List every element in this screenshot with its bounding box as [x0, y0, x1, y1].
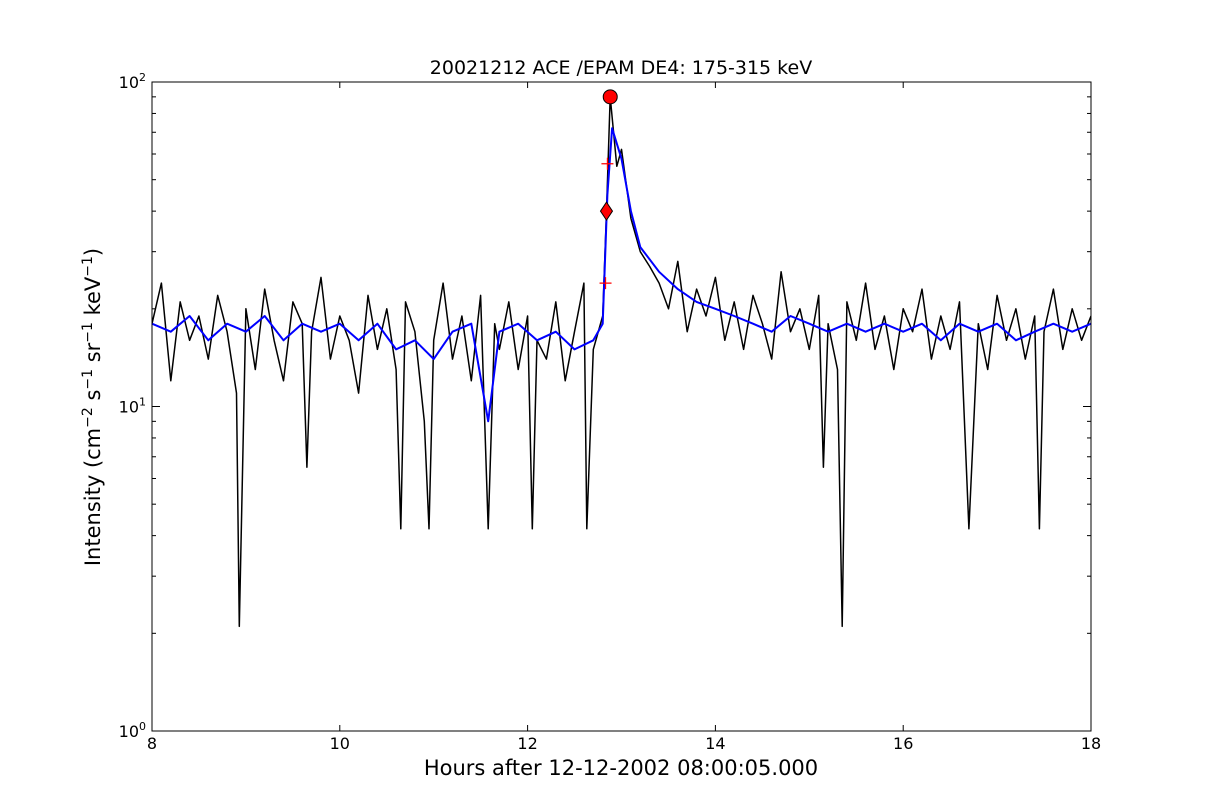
x-tick-label: 12: [517, 734, 537, 753]
y-axis-label: Intensity (cm−2 s−1 sr−1 keV−1): [80, 248, 105, 566]
y-axis: 100 101 102: [119, 71, 1091, 741]
x-tick-label: 14: [705, 734, 725, 753]
onset-marker-diamond: [599, 201, 614, 222]
x-tick-label: 8: [147, 734, 157, 753]
chart-title: 20021212 ACE /EPAM DE4: 175-315 keV: [430, 57, 812, 79]
peak-marker-circle: [602, 89, 618, 105]
x-axis-label: Hours after 12-12-2002 08:00:05.000: [424, 756, 818, 780]
y-tick-label: 101: [119, 396, 146, 417]
level-marker-plus: [601, 157, 614, 170]
x-tick-label: 16: [893, 734, 913, 753]
x-axis: 8 10 12 14 16 18: [147, 82, 1101, 753]
marker-layer: [599, 89, 618, 290]
y-tick-label: 102: [119, 71, 146, 92]
x-tick-label: 10: [330, 734, 350, 753]
y-tick-label: 100: [119, 720, 146, 741]
x-tick-label: 18: [1081, 734, 1101, 753]
level-marker-plus: [599, 277, 612, 290]
series-line-smoothed: [152, 127, 1091, 423]
